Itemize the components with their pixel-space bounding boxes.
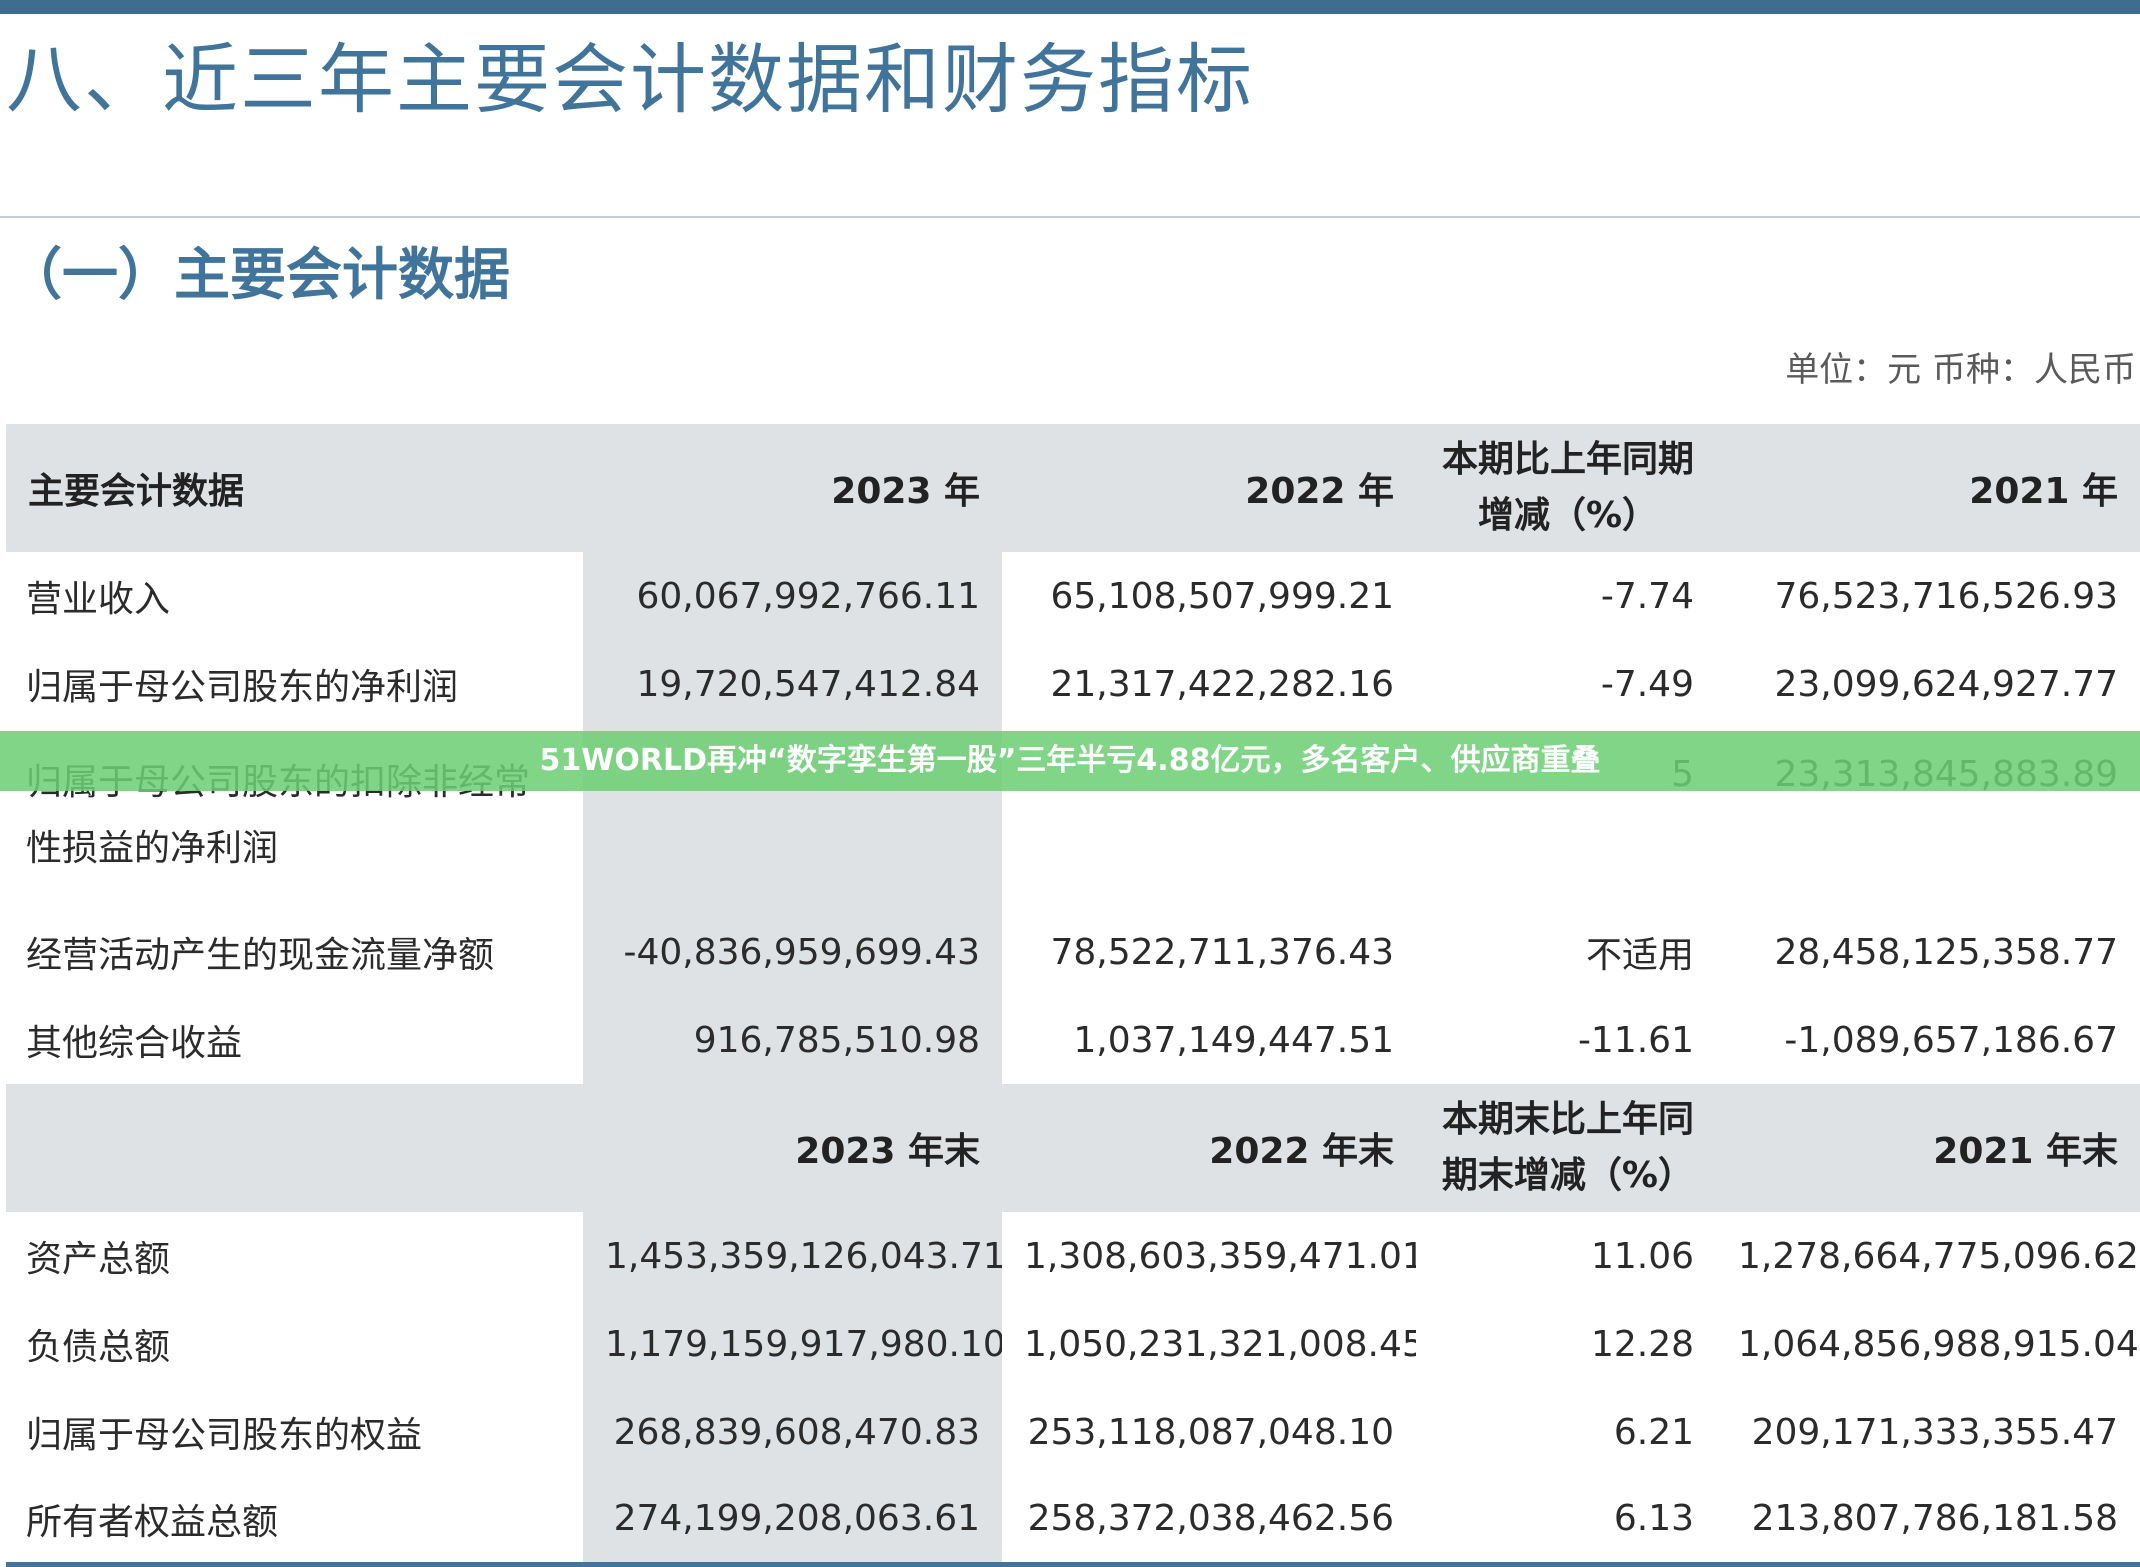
header-2021: 2021 年	[1969, 471, 2118, 512]
header-label	[6, 1084, 583, 1212]
value-2023: 916,785,510.98	[583, 996, 1002, 1084]
table-row: 营业收入 60,067,992,766.11 65,108,507,999.21…	[6, 552, 2140, 640]
value-2021: 213,807,786,181.58	[1716, 1476, 2140, 1567]
row-label: 归属于母公司股东的权益	[26, 1415, 423, 1456]
header-2021-end: 2021 年末	[1933, 1131, 2118, 1172]
value-2023: -40,836,959,699.43	[583, 908, 1002, 996]
value-2023: 1,179,159,917,980.10	[583, 1300, 1002, 1388]
row-label: 营业收入	[26, 579, 171, 620]
news-headline-banner[interactable]: 51WORLD再冲“数字孪生第一股”三年半亏4.88亿元，多名客户、供应商重叠	[0, 731, 2140, 791]
value-change: 不适用	[1585, 935, 1694, 976]
value-change: 11.06	[1590, 1235, 1694, 1277]
value-2022: 1,308,603,359,471.01	[1024, 1235, 1416, 1277]
table-header-row: 2023 年末 2022 年末 本期末比上年同 期末增减（%） 2021 年末	[6, 1084, 2140, 1212]
table-row: 归属于母公司股东的权益 268,839,608,470.83 253,118,0…	[6, 1388, 2140, 1476]
value-2023: 268,839,608,470.83	[583, 1388, 1002, 1476]
value-2022: 78,522,711,376.43	[1050, 931, 1394, 973]
value-2022: 65,108,507,999.21	[1050, 575, 1394, 617]
row-label: 归属于母公司股东的净利润	[26, 667, 459, 708]
value-change: 12.28	[1590, 1323, 1694, 1365]
top-accent-bar	[0, 0, 2140, 14]
value-2021: 28,458,125,358.77	[1774, 931, 2118, 973]
value-2021: 209,171,333,355.47	[1751, 1411, 2118, 1453]
header-2023: 2023 年	[831, 471, 980, 512]
value-2021: 1,278,664,775,096.62	[1738, 1235, 2139, 1277]
value-2022: 1,050,231,321,008.45	[1024, 1323, 1416, 1365]
value-2021: 76,523,716,526.93	[1774, 575, 2118, 617]
value-change: 6.13	[1416, 1476, 1716, 1567]
table-header-row: 主要会计数据 2023 年 2022 年 本期比上年同期 增减（%） 2021 年	[6, 424, 2140, 552]
value-2022: 1,037,149,447.51	[1073, 1019, 1394, 1061]
value-change: 6.21	[1613, 1411, 1694, 1453]
header-change-line1: 本期比上年同期	[1441, 439, 1694, 480]
table-row: 资产总额 1,453,359,126,043.71 1,308,603,359,…	[6, 1212, 2140, 1300]
value-2022: 258,372,038,462.56	[1002, 1476, 1416, 1567]
header-label: 主要会计数据	[28, 471, 245, 512]
accounting-data-table: 主要会计数据 2023 年 2022 年 本期比上年同期 增减（%） 2021 年…	[6, 424, 2140, 1567]
value-2023: 60,067,992,766.11	[583, 552, 1002, 640]
table-row: 所有者权益总额 274,199,208,063.61 258,372,038,4…	[6, 1476, 2140, 1567]
row-label: 经营活动产生的现金流量净额	[26, 935, 495, 976]
header-2023-end: 2023 年末	[795, 1131, 980, 1172]
value-2022: 21,317,422,282.16	[1050, 663, 1394, 705]
value-change: -7.74	[1600, 575, 1694, 617]
header-2022: 2022 年	[1245, 471, 1394, 512]
header-change: 本期比上年同期 增减（%）	[1416, 424, 1716, 552]
header-change-end: 本期末比上年同 期末增减（%）	[1416, 1084, 1716, 1212]
value-2023: 274,199,208,063.61	[583, 1476, 1002, 1567]
row-label: 其他综合收益	[26, 1023, 243, 1064]
value-2021: 1,064,856,988,915.04	[1738, 1323, 2139, 1365]
table-row: 经营活动产生的现金流量净额 -40,836,959,699.43 78,522,…	[6, 908, 2140, 996]
unit-note: 单位：元 币种：人民币	[1785, 350, 2136, 390]
value-change: -11.61	[1577, 1019, 1694, 1061]
table-row: 归属于母公司股东的净利润 19,720,547,412.84 21,317,42…	[6, 640, 2140, 728]
header-change-end-line2: 期末增减（%）	[1441, 1155, 1694, 1196]
row-label: 所有者权益总额	[6, 1476, 583, 1567]
header-2022-end: 2022 年末	[1209, 1131, 1394, 1172]
section-title: 八、近三年主要会计数据和财务指标	[6, 35, 1254, 124]
divider	[0, 216, 2140, 218]
header-change-end-line1: 本期末比上年同	[1441, 1099, 1694, 1140]
table-row: 负债总额 1,179,159,917,980.10 1,050,231,321,…	[6, 1300, 2140, 1388]
value-2023: 1,453,359,126,043.71	[583, 1212, 1002, 1300]
value-2023: 19,720,547,412.84	[583, 640, 1002, 728]
header-change-line2: 增减（%）	[1477, 495, 1659, 536]
row-label: 负债总额	[26, 1327, 171, 1368]
value-2021: 23,099,624,927.77	[1774, 663, 2118, 705]
value-2021: -1,089,657,186.67	[1784, 1019, 2118, 1061]
value-change: -7.49	[1600, 663, 1694, 705]
value-2022: 253,118,087,048.10	[1027, 1411, 1394, 1453]
row-label: 资产总额	[26, 1239, 171, 1280]
table-row: 其他综合收益 916,785,510.98 1,037,149,447.51 -…	[6, 996, 2140, 1084]
subsection-title: （一）主要会计数据	[6, 243, 510, 308]
